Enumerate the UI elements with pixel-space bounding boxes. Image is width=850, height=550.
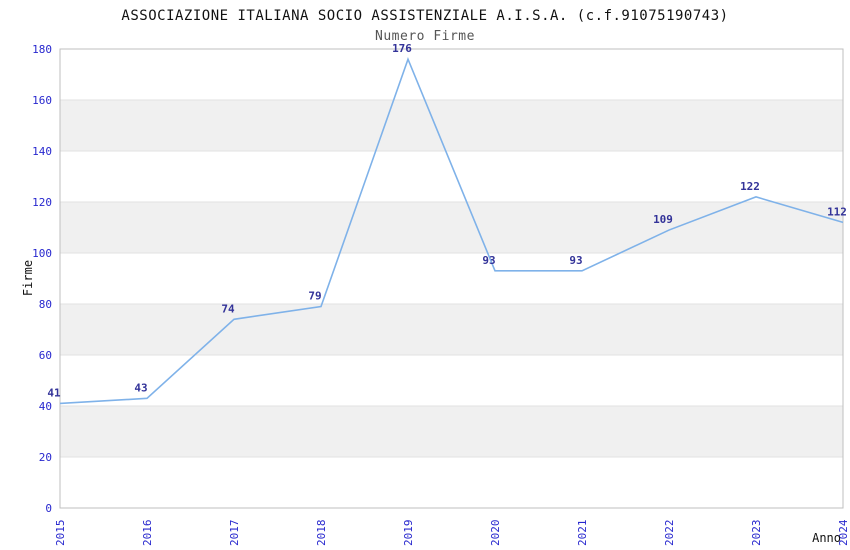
- band-fill: [60, 100, 843, 151]
- y-tick-label: 120: [32, 196, 52, 209]
- y-tick-label: 40: [39, 400, 52, 413]
- data-point-label: 122: [740, 180, 760, 193]
- data-point-label: 93: [569, 254, 582, 267]
- data-line: [59, 56, 844, 405]
- y-tick-label: 20: [39, 451, 52, 464]
- x-tick-label: 2022: [663, 520, 676, 547]
- y-tick-label: 180: [32, 43, 52, 56]
- y-tick-label: 0: [45, 502, 52, 515]
- band-fill: [60, 202, 843, 253]
- plot-border: [59, 48, 844, 509]
- band-fill: [60, 406, 843, 457]
- y-tick-label: 140: [32, 145, 52, 158]
- x-axis-title: Anno: [812, 531, 841, 545]
- x-tick-label: 2020: [489, 520, 502, 547]
- data-point-label: 74: [221, 302, 235, 315]
- x-tick-label: 2016: [141, 520, 154, 547]
- x-tick-label: 2017: [228, 520, 241, 547]
- y-axis-tick-labels: 0 20 40 60 80 100 120 140 160 180: [32, 43, 52, 515]
- plot-bands: [60, 100, 843, 457]
- x-tick-label: 2018: [315, 520, 328, 547]
- data-point-label: 41: [47, 386, 61, 399]
- data-point-label: 43: [134, 381, 147, 394]
- data-point-label: 79: [308, 290, 321, 303]
- band-fill: [60, 304, 843, 355]
- data-point-label: 176: [392, 42, 412, 55]
- data-point-label: 109: [653, 213, 673, 226]
- y-tick-label: 160: [32, 94, 52, 107]
- chart-subtitle: Numero Firme: [375, 29, 475, 44]
- x-axis-tick-labels: 2015 2016 2017 2018 2019 2020 2021 2022 2023 2024: [54, 519, 850, 546]
- x-tick-label: 2021: [576, 520, 589, 547]
- y-tick-label: 80: [39, 298, 52, 311]
- y-axis-title: Firme: [21, 260, 35, 296]
- y-tick-label: 60: [39, 349, 52, 362]
- x-tick-label: 2019: [402, 520, 415, 547]
- data-point-labels: 41 43 74 79 176 93 93 109 122 112: [47, 42, 847, 399]
- x-tick-label: 2023: [750, 520, 763, 547]
- x-tick-label: 2024: [837, 519, 850, 546]
- chart-title: ASSOCIAZIONE ITALIANA SOCIO ASSISTENZIAL…: [121, 8, 728, 24]
- y-tick-label: 100: [32, 247, 52, 260]
- x-tick-label: 2015: [54, 520, 67, 547]
- data-point-label: 93: [482, 254, 495, 267]
- data-point-label: 112: [827, 205, 847, 218]
